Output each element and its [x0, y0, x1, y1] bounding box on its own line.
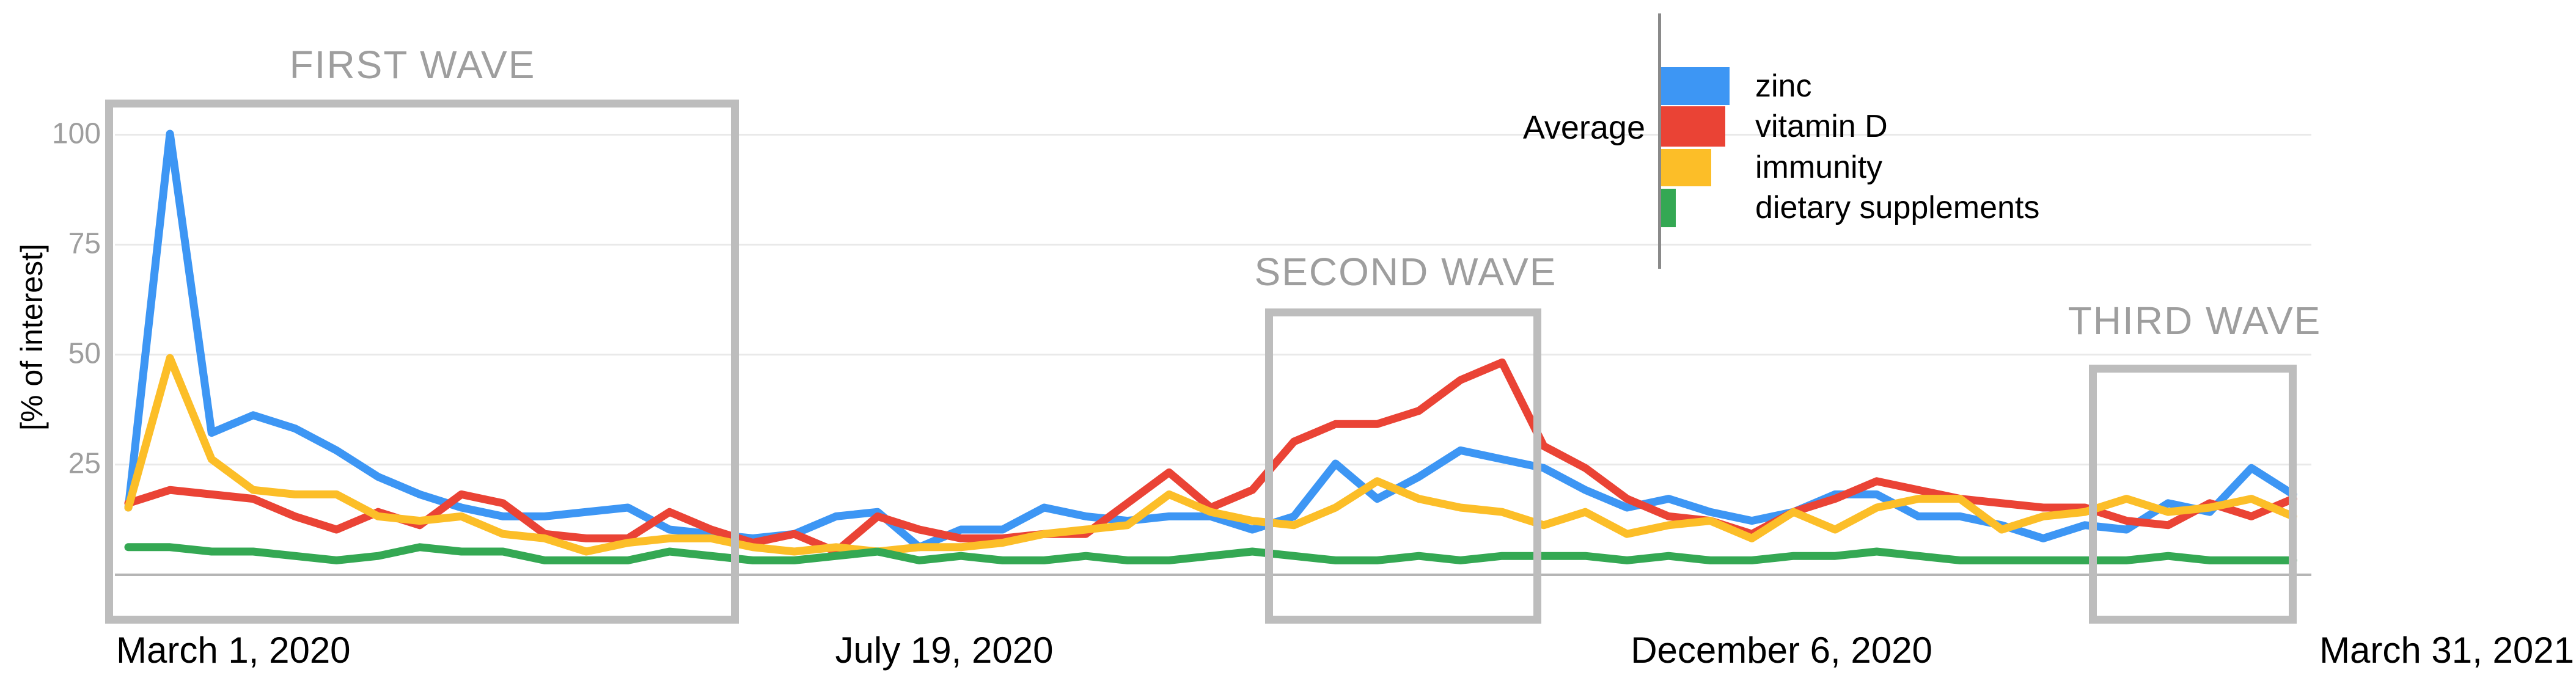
x-axis-line	[115, 574, 2311, 576]
gridline-75	[115, 244, 2311, 246]
legend-bar-immunity	[1661, 149, 1711, 186]
legend-average-label: Average	[1522, 109, 1645, 146]
x-label-march-2021: March 31, 2021	[2319, 630, 2574, 671]
legend-label-vitamin-d: vitamin D	[1755, 109, 1888, 144]
legend-label-zinc: zinc	[1755, 68, 1812, 104]
legend-bar-zinc	[1661, 67, 1730, 105]
legend-label-immunity: immunity	[1755, 150, 1883, 185]
gridline-100	[115, 134, 2311, 136]
x-label-july-2020: July 19, 2020	[835, 630, 1054, 671]
legend-axis-line	[1658, 13, 1661, 269]
y-tick-50: 50	[68, 337, 101, 370]
x-label-march-2020: March 1, 2020	[116, 630, 351, 671]
second-wave-title: SECOND WAVE	[1254, 250, 1557, 294]
legend-bar-dietary-supplements	[1661, 189, 1676, 227]
first-wave-box	[105, 100, 739, 624]
second-wave-box	[1265, 308, 1541, 624]
y-tick-100: 100	[51, 117, 101, 150]
x-label-december-2020: December 6, 2020	[1631, 630, 1932, 671]
legend-label-dietary-supplements: dietary supplements	[1755, 190, 2040, 225]
y-tick-25: 25	[68, 447, 101, 480]
gridline-50	[115, 354, 2311, 355]
third-wave-box	[2089, 365, 2297, 624]
first-wave-title: FIRST WAVE	[289, 43, 536, 87]
legend-bar-vitamin-d	[1661, 106, 1725, 147]
y-tick-75: 75	[68, 227, 101, 260]
third-wave-title: THIRD WAVE	[2068, 299, 2322, 343]
gridline-25	[115, 464, 2311, 465]
